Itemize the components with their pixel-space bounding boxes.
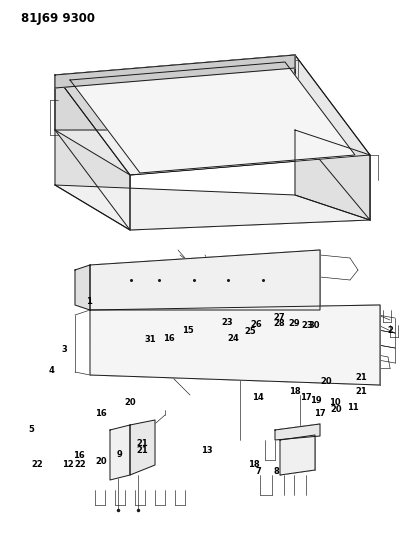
Text: 21: 21 [356,387,367,396]
Text: 21: 21 [137,439,148,448]
Text: 28: 28 [273,319,285,328]
Text: 24: 24 [228,334,239,343]
Text: 27: 27 [273,313,285,321]
Text: 8: 8 [274,467,280,476]
Text: 5: 5 [28,425,34,433]
Text: 18: 18 [290,387,301,396]
Text: 20: 20 [95,457,107,465]
Text: 20: 20 [124,398,136,407]
Text: 16: 16 [164,334,175,343]
Polygon shape [110,425,130,480]
Polygon shape [55,55,295,88]
Text: 23: 23 [221,318,233,327]
Text: 21: 21 [137,446,148,455]
Polygon shape [130,420,155,475]
Polygon shape [55,75,130,230]
Text: 17: 17 [314,409,326,417]
Text: 7: 7 [255,467,261,476]
Text: 22: 22 [75,461,86,469]
Text: 31: 31 [145,335,157,344]
Text: 81J69 9300: 81J69 9300 [21,12,95,25]
Polygon shape [70,62,355,173]
Polygon shape [280,435,315,475]
Text: 25: 25 [244,327,256,336]
Text: 1: 1 [86,297,92,305]
Polygon shape [295,55,370,220]
Polygon shape [275,424,320,440]
Text: 10: 10 [329,398,340,407]
Text: 22: 22 [31,461,43,469]
Text: 16: 16 [73,451,84,460]
Polygon shape [90,305,380,385]
Text: 19: 19 [310,397,322,405]
Text: 30: 30 [309,321,320,329]
Text: 13: 13 [201,446,212,455]
Polygon shape [90,250,320,310]
Text: 3: 3 [61,345,67,353]
Text: 23: 23 [302,321,313,329]
Text: 4: 4 [49,366,55,375]
Polygon shape [295,130,370,220]
Polygon shape [55,130,130,230]
Text: 20: 20 [320,377,332,385]
Polygon shape [55,185,370,230]
Text: 21: 21 [356,373,367,382]
Text: 12: 12 [62,461,74,469]
Text: 9: 9 [117,450,123,458]
Text: 20: 20 [331,405,342,414]
Text: 14: 14 [252,393,264,401]
Text: 26: 26 [250,320,262,328]
Text: 18: 18 [248,461,260,469]
Polygon shape [55,55,295,130]
Polygon shape [75,265,90,310]
Polygon shape [55,55,370,175]
Text: 16: 16 [95,409,107,417]
Text: 2: 2 [387,326,393,335]
Text: 17: 17 [300,393,311,401]
Text: 15: 15 [182,326,194,335]
Text: 29: 29 [288,319,300,328]
Text: 11: 11 [347,403,359,412]
